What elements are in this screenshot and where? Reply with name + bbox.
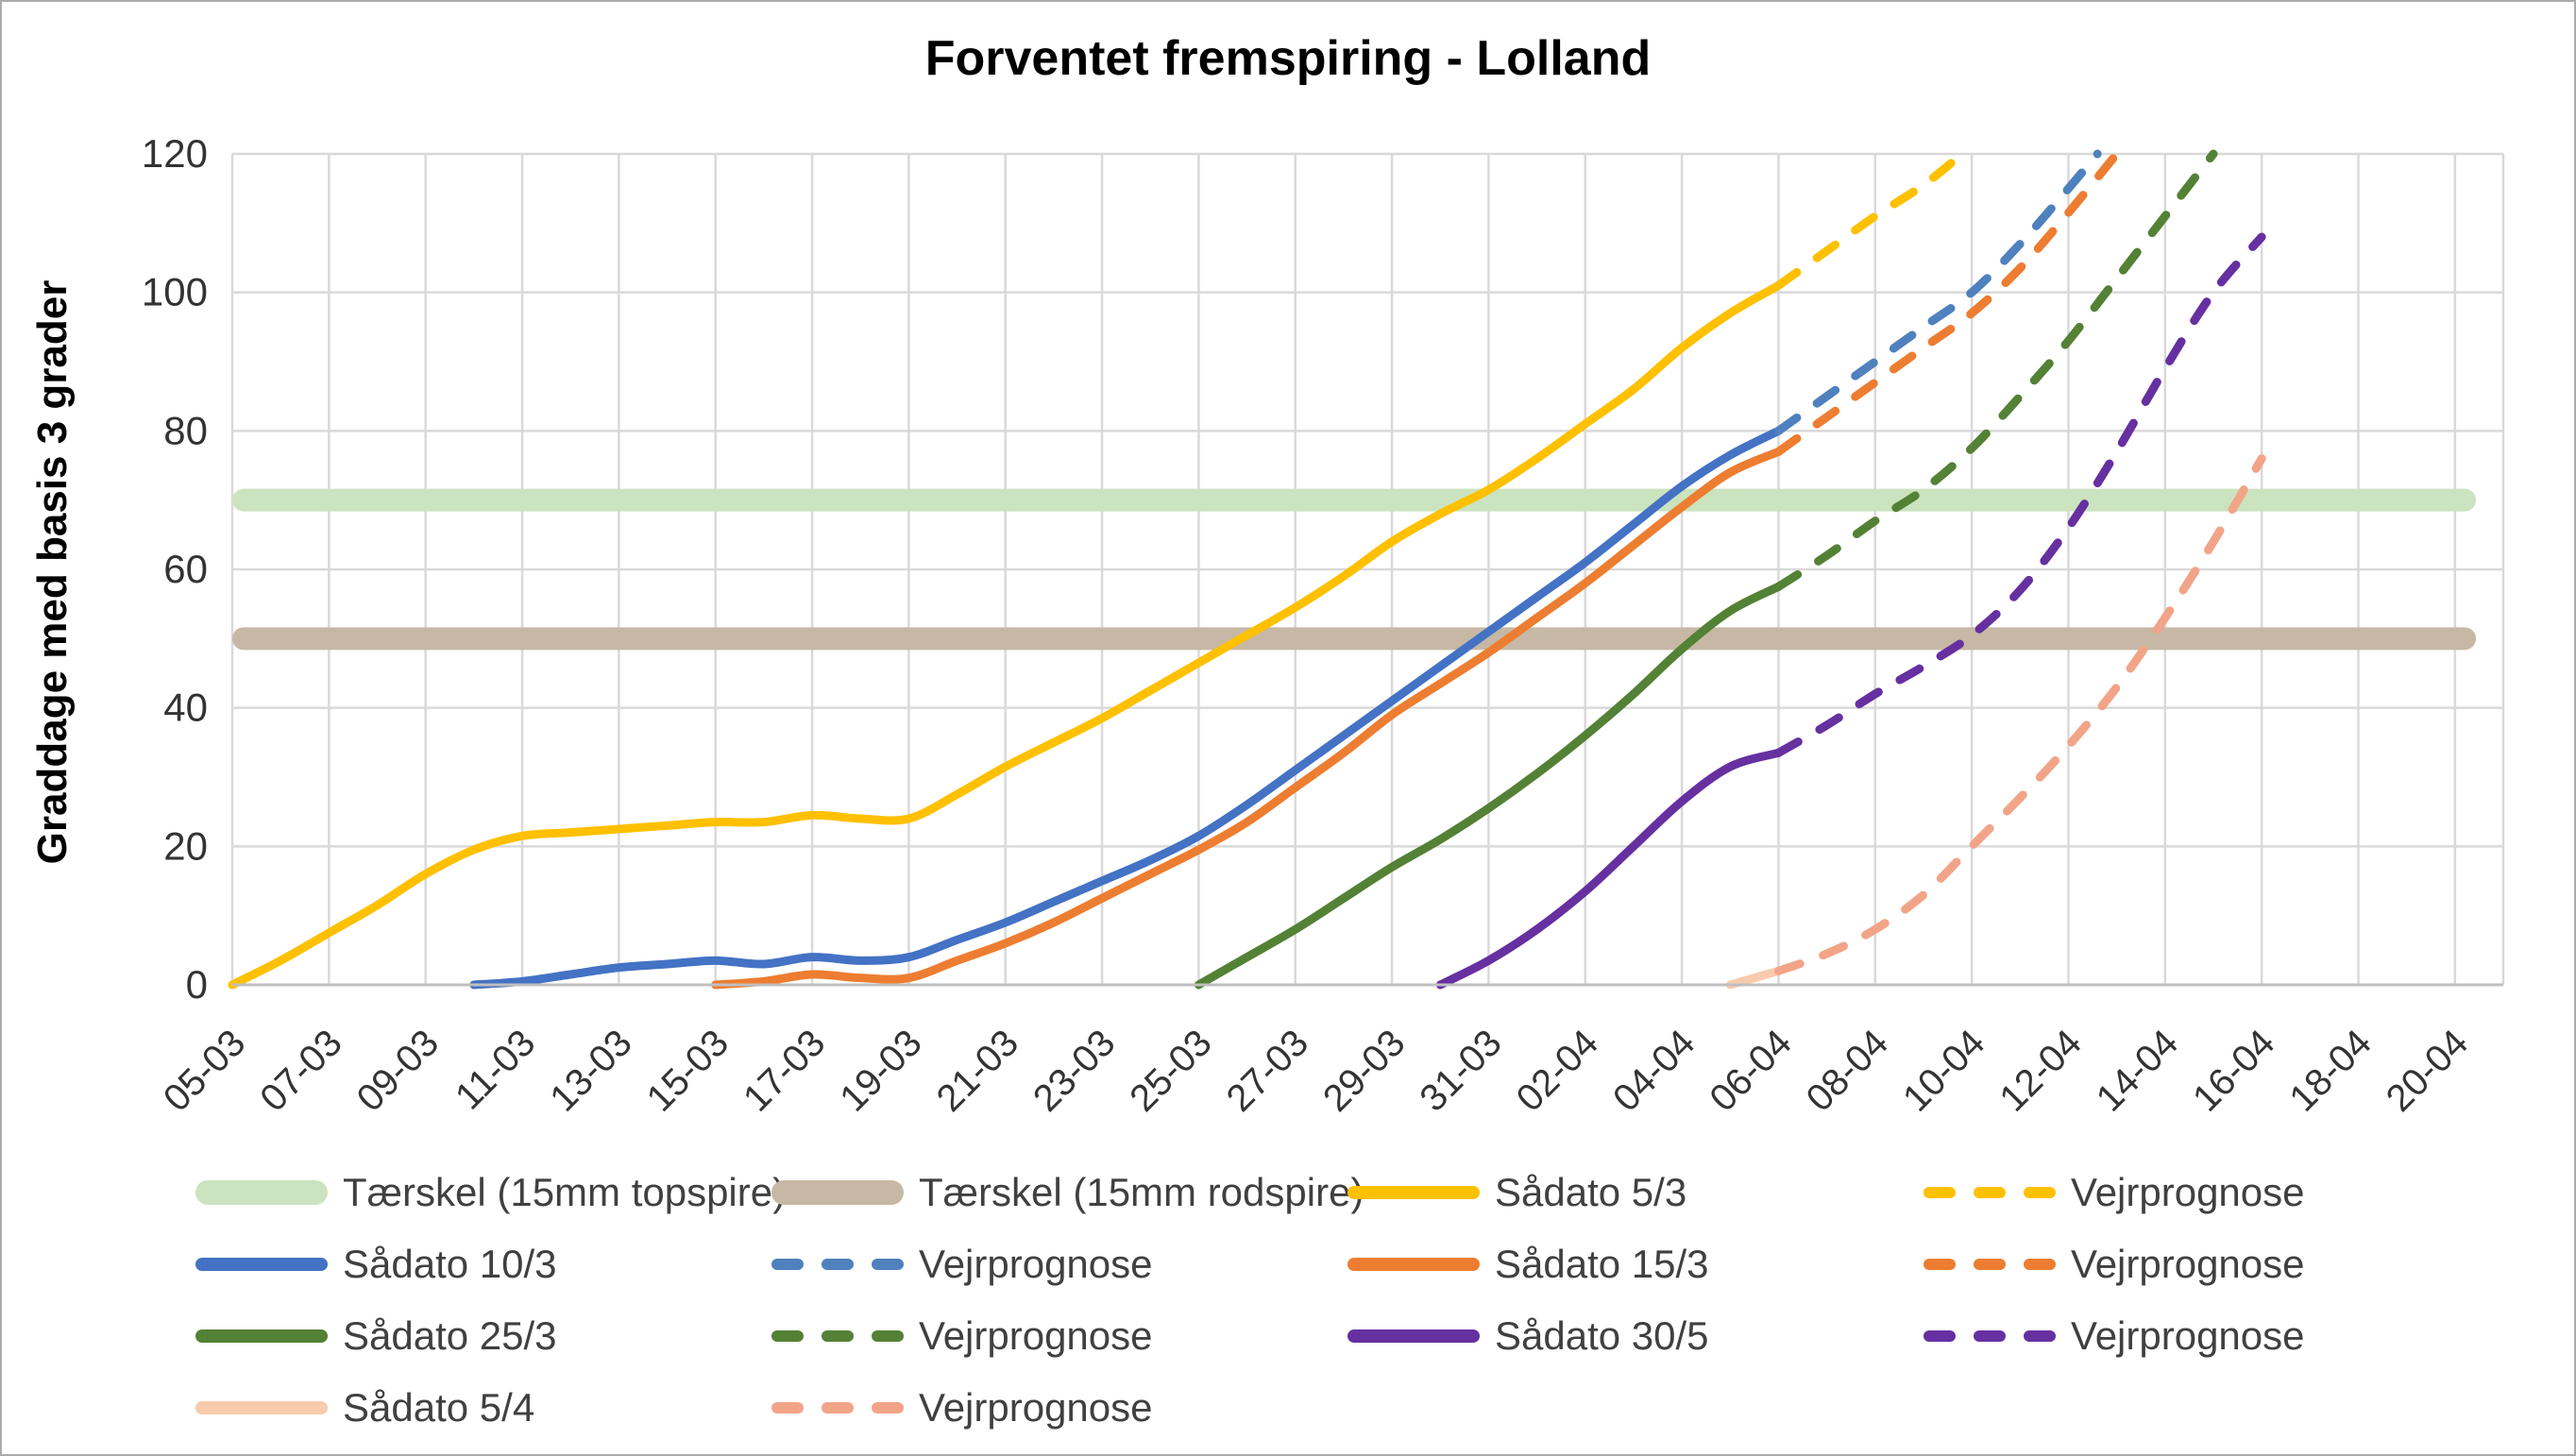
y-tick-label: 120 (142, 131, 208, 176)
series-dashed-3-vejrprognose (1773, 149, 2102, 435)
x-tick-label: 13-03 (542, 1022, 639, 1119)
chart-title: Forventet fremspiring - Lolland (924, 31, 1652, 86)
legend-label: Sådato 25/3 (343, 1313, 557, 1358)
y-tick-label: 20 (163, 823, 208, 868)
y-tick-label: 100 (142, 270, 208, 314)
legend-swatch-dashed-icon (771, 1402, 904, 1414)
legend-item-10: Sådato 30/5 (1347, 1313, 1709, 1358)
x-tick-label: 07-03 (252, 1022, 349, 1119)
legend-swatch-solid-icon (195, 1258, 328, 1271)
legend-item-5: Vejrprognose (771, 1242, 1153, 1286)
legend-item-8: Sådato 25/3 (195, 1313, 557, 1358)
series-solid-6-s-dato-25-3 (1194, 582, 1783, 990)
legend-label: Vejrprognose (2071, 1170, 2305, 1214)
legend-item-2: Sådato 5/3 (1347, 1170, 1687, 1214)
legend-item-6: Sådato 15/3 (1347, 1242, 1709, 1286)
legend: Tærskel (15mm topspire) Tærskel (15mm rod… (195, 1170, 2537, 1454)
x-tick-label: 11-03 (448, 1022, 543, 1117)
series-solid-2-s-dato-10-3 (469, 426, 1783, 990)
legend-swatch-band-icon (771, 1180, 904, 1205)
legend-label: Sådato 5/3 (1495, 1170, 1687, 1214)
legend-label: Vejrprognose (2071, 1242, 2305, 1286)
gridlines (230, 152, 2505, 985)
x-tick-label: 20-04 (2379, 1022, 2476, 1119)
legend-item-1: Tærskel (15mm rodspire) (771, 1170, 1364, 1214)
legend-swatch-dashed-icon (771, 1330, 904, 1342)
legend-swatch-dashed-icon (771, 1259, 904, 1270)
x-tick-label: 17-03 (736, 1022, 833, 1119)
x-tick-label: 27-03 (1219, 1022, 1316, 1119)
x-tick-label: 16-04 (2185, 1022, 2282, 1119)
x-tick-label: 06-04 (1702, 1022, 1799, 1119)
series-solid-10-s-dato-5-4 (1725, 966, 1783, 990)
series-dashed-9-vejrprognose (1773, 232, 2266, 757)
legend-item-0: Tærskel (15mm topspire) (195, 1170, 787, 1214)
legend-item-11: Vejrprognose (1924, 1313, 2305, 1358)
legend-swatch-dashed-icon (1924, 1330, 2056, 1342)
series-dashed-7-vejrprognose (1773, 149, 2218, 591)
legend-swatch-dashed-icon (1924, 1259, 2056, 1270)
legend-swatch-solid-icon (1347, 1329, 1480, 1343)
legend-swatch-band-icon (195, 1180, 328, 1205)
x-tick-label: 10-04 (1895, 1022, 1992, 1119)
legend-label: Vejrprognose (919, 1313, 1153, 1358)
x-tick-label: 08-04 (1799, 1022, 1896, 1119)
x-tick-label: 21-03 (929, 1022, 1026, 1119)
x-tick-label: 12-04 (1991, 1022, 2089, 1119)
legend-label: Vejrprognose (919, 1385, 1153, 1430)
legend-label: Sådato 30/5 (1495, 1313, 1709, 1358)
legend-label: Tærskel (15mm rodspire) (919, 1170, 1364, 1214)
y-tick-label: 0 (186, 962, 208, 1007)
legend-label: Tærskel (15mm topspire) (343, 1170, 787, 1214)
x-tick-label: 19-03 (832, 1022, 929, 1119)
legend-label: Vejrprognose (2071, 1313, 2305, 1358)
legend-label: Sådato 5/4 (343, 1385, 535, 1430)
legend-item-12: Sådato 5/4 (195, 1385, 535, 1430)
legend-label: Sådato 10/3 (343, 1242, 557, 1286)
y-tick-label: 80 (163, 408, 208, 452)
series-dashed-5-vejrprognose (1773, 149, 2122, 456)
x-tick-label: 04-04 (1605, 1022, 1703, 1119)
x-tick-label: 23-03 (1025, 1022, 1123, 1119)
x-tick-label: 25-03 (1122, 1022, 1219, 1119)
legend-swatch-dashed-icon (1924, 1187, 2056, 1198)
series-solid-0-s-dato-5-3 (228, 280, 1783, 990)
x-tick-label: 05-03 (156, 1022, 253, 1119)
legend-item-9: Vejrprognose (771, 1313, 1153, 1358)
y-tick-label: 40 (163, 686, 208, 730)
legend-swatch-solid-icon (195, 1401, 328, 1414)
y-tick-label: 60 (163, 547, 208, 591)
legend-label: Vejrprognose (919, 1242, 1153, 1286)
legend-item-13: Vejrprognose (771, 1385, 1153, 1430)
legend-label: Sådato 15/3 (1495, 1242, 1709, 1286)
series-dashed-11-vejrprognose (1773, 454, 2266, 975)
x-tick-label: 31-03 (1412, 1022, 1509, 1119)
x-tick-label: 02-04 (1509, 1022, 1606, 1119)
x-tick-label: 09-03 (349, 1022, 447, 1119)
legend-item-7: Vejrprognose (1924, 1242, 2305, 1286)
x-tick-label: 14-04 (2089, 1022, 2186, 1119)
x-tick-label: 15-03 (639, 1022, 737, 1119)
x-tick-label: 29-03 (1315, 1022, 1413, 1119)
series-solid-4-s-dato-15-3 (711, 447, 1783, 990)
series-solid-8-s-dato-30-5 (1435, 748, 1783, 990)
series-dashed-1-vejrprognose (1773, 149, 1967, 290)
legend-item-4: Sådato 10/3 (195, 1242, 557, 1286)
legend-item-3: Vejrprognose (1924, 1170, 2305, 1214)
legend-swatch-solid-icon (195, 1329, 328, 1343)
x-tick-label: 18-04 (2281, 1022, 2379, 1119)
legend-swatch-solid-icon (1347, 1186, 1480, 1199)
legend-swatch-solid-icon (1347, 1258, 1480, 1271)
